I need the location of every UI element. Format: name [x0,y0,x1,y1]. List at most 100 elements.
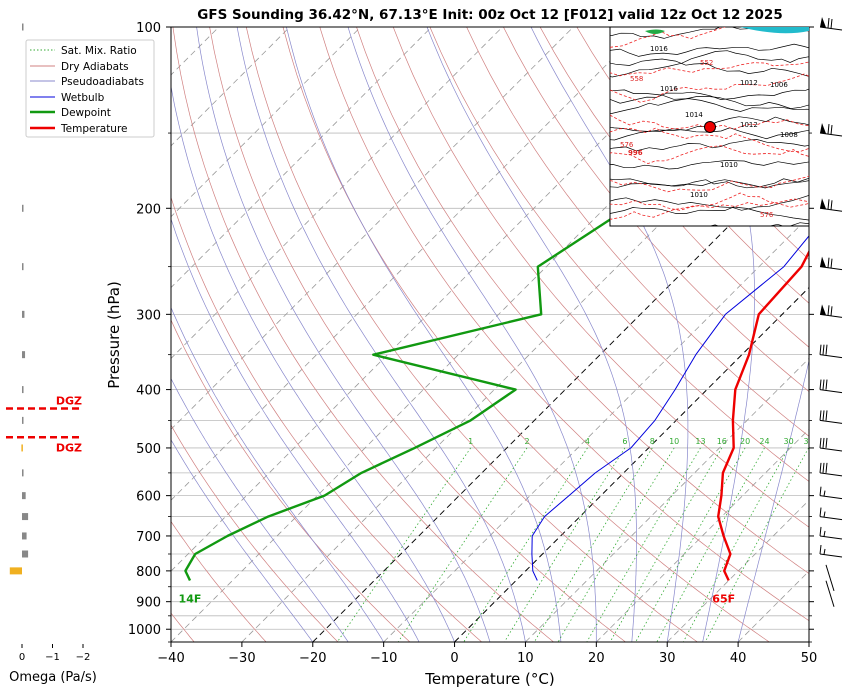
map-contour-red [610,61,809,77]
dewpoint-line [184,95,809,582]
wind-barb-shaft [819,495,843,500]
map-contour-black [708,222,809,226]
map-contour-black [610,43,809,57]
inset-map: 1016 552 558 1014 1012 576 1006 1010 1010 576 1012… [609,26,810,227]
mixing-ratio-line [463,447,588,642]
pseudoadiabat [530,27,689,642]
omega-panel: 0 −1 −2 DGZ DGZ [6,23,90,663]
omega-bar [22,351,26,359]
x-tick-label: 0 [450,651,458,666]
map-contour-black [610,206,809,221]
dry-adiabat [466,27,809,437]
pseudoadiabat [171,84,455,642]
map-contour-red [610,175,809,193]
wind-barb [819,544,843,558]
zero-isotherm [454,286,809,642]
map-contour-label: 1012 [740,79,758,87]
wind-barb-feather [819,410,822,421]
wind-barb-feather [825,437,828,448]
wind-barb-feather [819,379,822,390]
omega-bar [22,386,24,394]
wind-barb-shaft [819,516,843,521]
omega-bar [22,492,26,500]
wind-barb-feather [825,344,828,355]
wind-barb-flag [820,123,826,134]
dry-adiabat [209,27,626,642]
omega-bar [22,532,27,540]
temperature-line [717,249,809,582]
axes: −40 −30 −20 −10 0 10 20 30 40 50 100 200 300 400 500 60… [128,21,817,666]
wind-barb-feather [827,305,830,316]
wind-barb-feather [819,526,822,537]
map-contour-black [610,58,809,77]
wind-barb-feather [823,530,826,537]
y-tick-label: 900 [136,596,161,611]
omega-bar [21,444,23,452]
map-contour-label: 1016 [660,85,678,93]
mixing-ratio-line [704,447,809,642]
x-tick-label: −30 [228,651,255,666]
pseudoadiabat [737,359,809,642]
wind-barb [819,198,843,212]
wind-barb [819,256,843,271]
dry-adiabat [429,27,809,482]
map-contour-black [610,88,809,104]
wind-barb-shaft [819,535,843,540]
omega-bar [22,469,24,477]
x-tick-label: 50 [801,651,818,666]
map-contour-label: 576 [620,141,634,149]
pseudoadiabat [669,27,755,642]
y-tick-label: 500 [136,442,161,457]
map-contour-black [610,126,809,140]
map-contour-red [610,192,809,220]
grid-lines [171,27,809,642]
y-tick-label: 700 [136,530,161,545]
dgz-label: DGZ [56,394,82,407]
wind-barb-feather [830,258,833,269]
pseudoadiabat [196,27,491,642]
omega-bar [22,550,29,558]
wind-barb-feather [822,410,825,421]
dry-adiabat [171,196,482,642]
surface-dewpoint-label: 14F [179,593,202,606]
dgz-label: DGZ [56,441,82,454]
pseudoadiabat [171,439,314,642]
mixing-ratio-label: 20 [740,437,750,446]
dry-adiabat [319,27,809,622]
mixing-ratio-label: 36 [803,437,813,446]
mixing-ratio-line [609,447,723,642]
legend-entry: Dry Adiabats [61,61,129,73]
omega-bar [9,567,22,575]
map-contour-label: 1008 [780,131,798,139]
plot-frame [170,26,810,643]
pseudoadiabat [171,306,384,642]
map-contour-label: 996 [628,149,643,157]
wind-barb-feather [819,507,822,517]
map-contour-black [610,177,809,189]
legend-entry: Dewpoint [61,107,111,119]
wind-barb-flag [820,304,826,315]
map-contour-red [610,73,809,103]
map-moisture-shade [740,27,809,34]
wind-barb-feather [825,410,828,421]
x-axis-label: Temperature (°C) [424,670,554,688]
wind-barb-feather [819,486,822,496]
wind-barb-feather [822,437,825,448]
map-contour-black [610,179,809,189]
map-contour-black [610,139,809,152]
mixing-ratio-label: 2 [525,437,530,446]
wind-barb-feather [819,437,822,448]
omega-bar [22,204,24,212]
dry-adiabat [245,27,698,642]
map-moisture-shade [645,29,665,34]
mixing-ratio-label: 24 [759,437,769,446]
omega-axis-label: Omega (Pa/s) [9,670,97,685]
x-tick-label: 10 [517,651,534,666]
pseudoadiabat [171,217,420,642]
dry-adiabat [172,27,554,642]
map-contour-black [610,160,809,170]
wind-barb-flag [820,256,826,268]
pseudoadiabat [286,27,562,642]
mixing-ratio-line [635,447,746,642]
